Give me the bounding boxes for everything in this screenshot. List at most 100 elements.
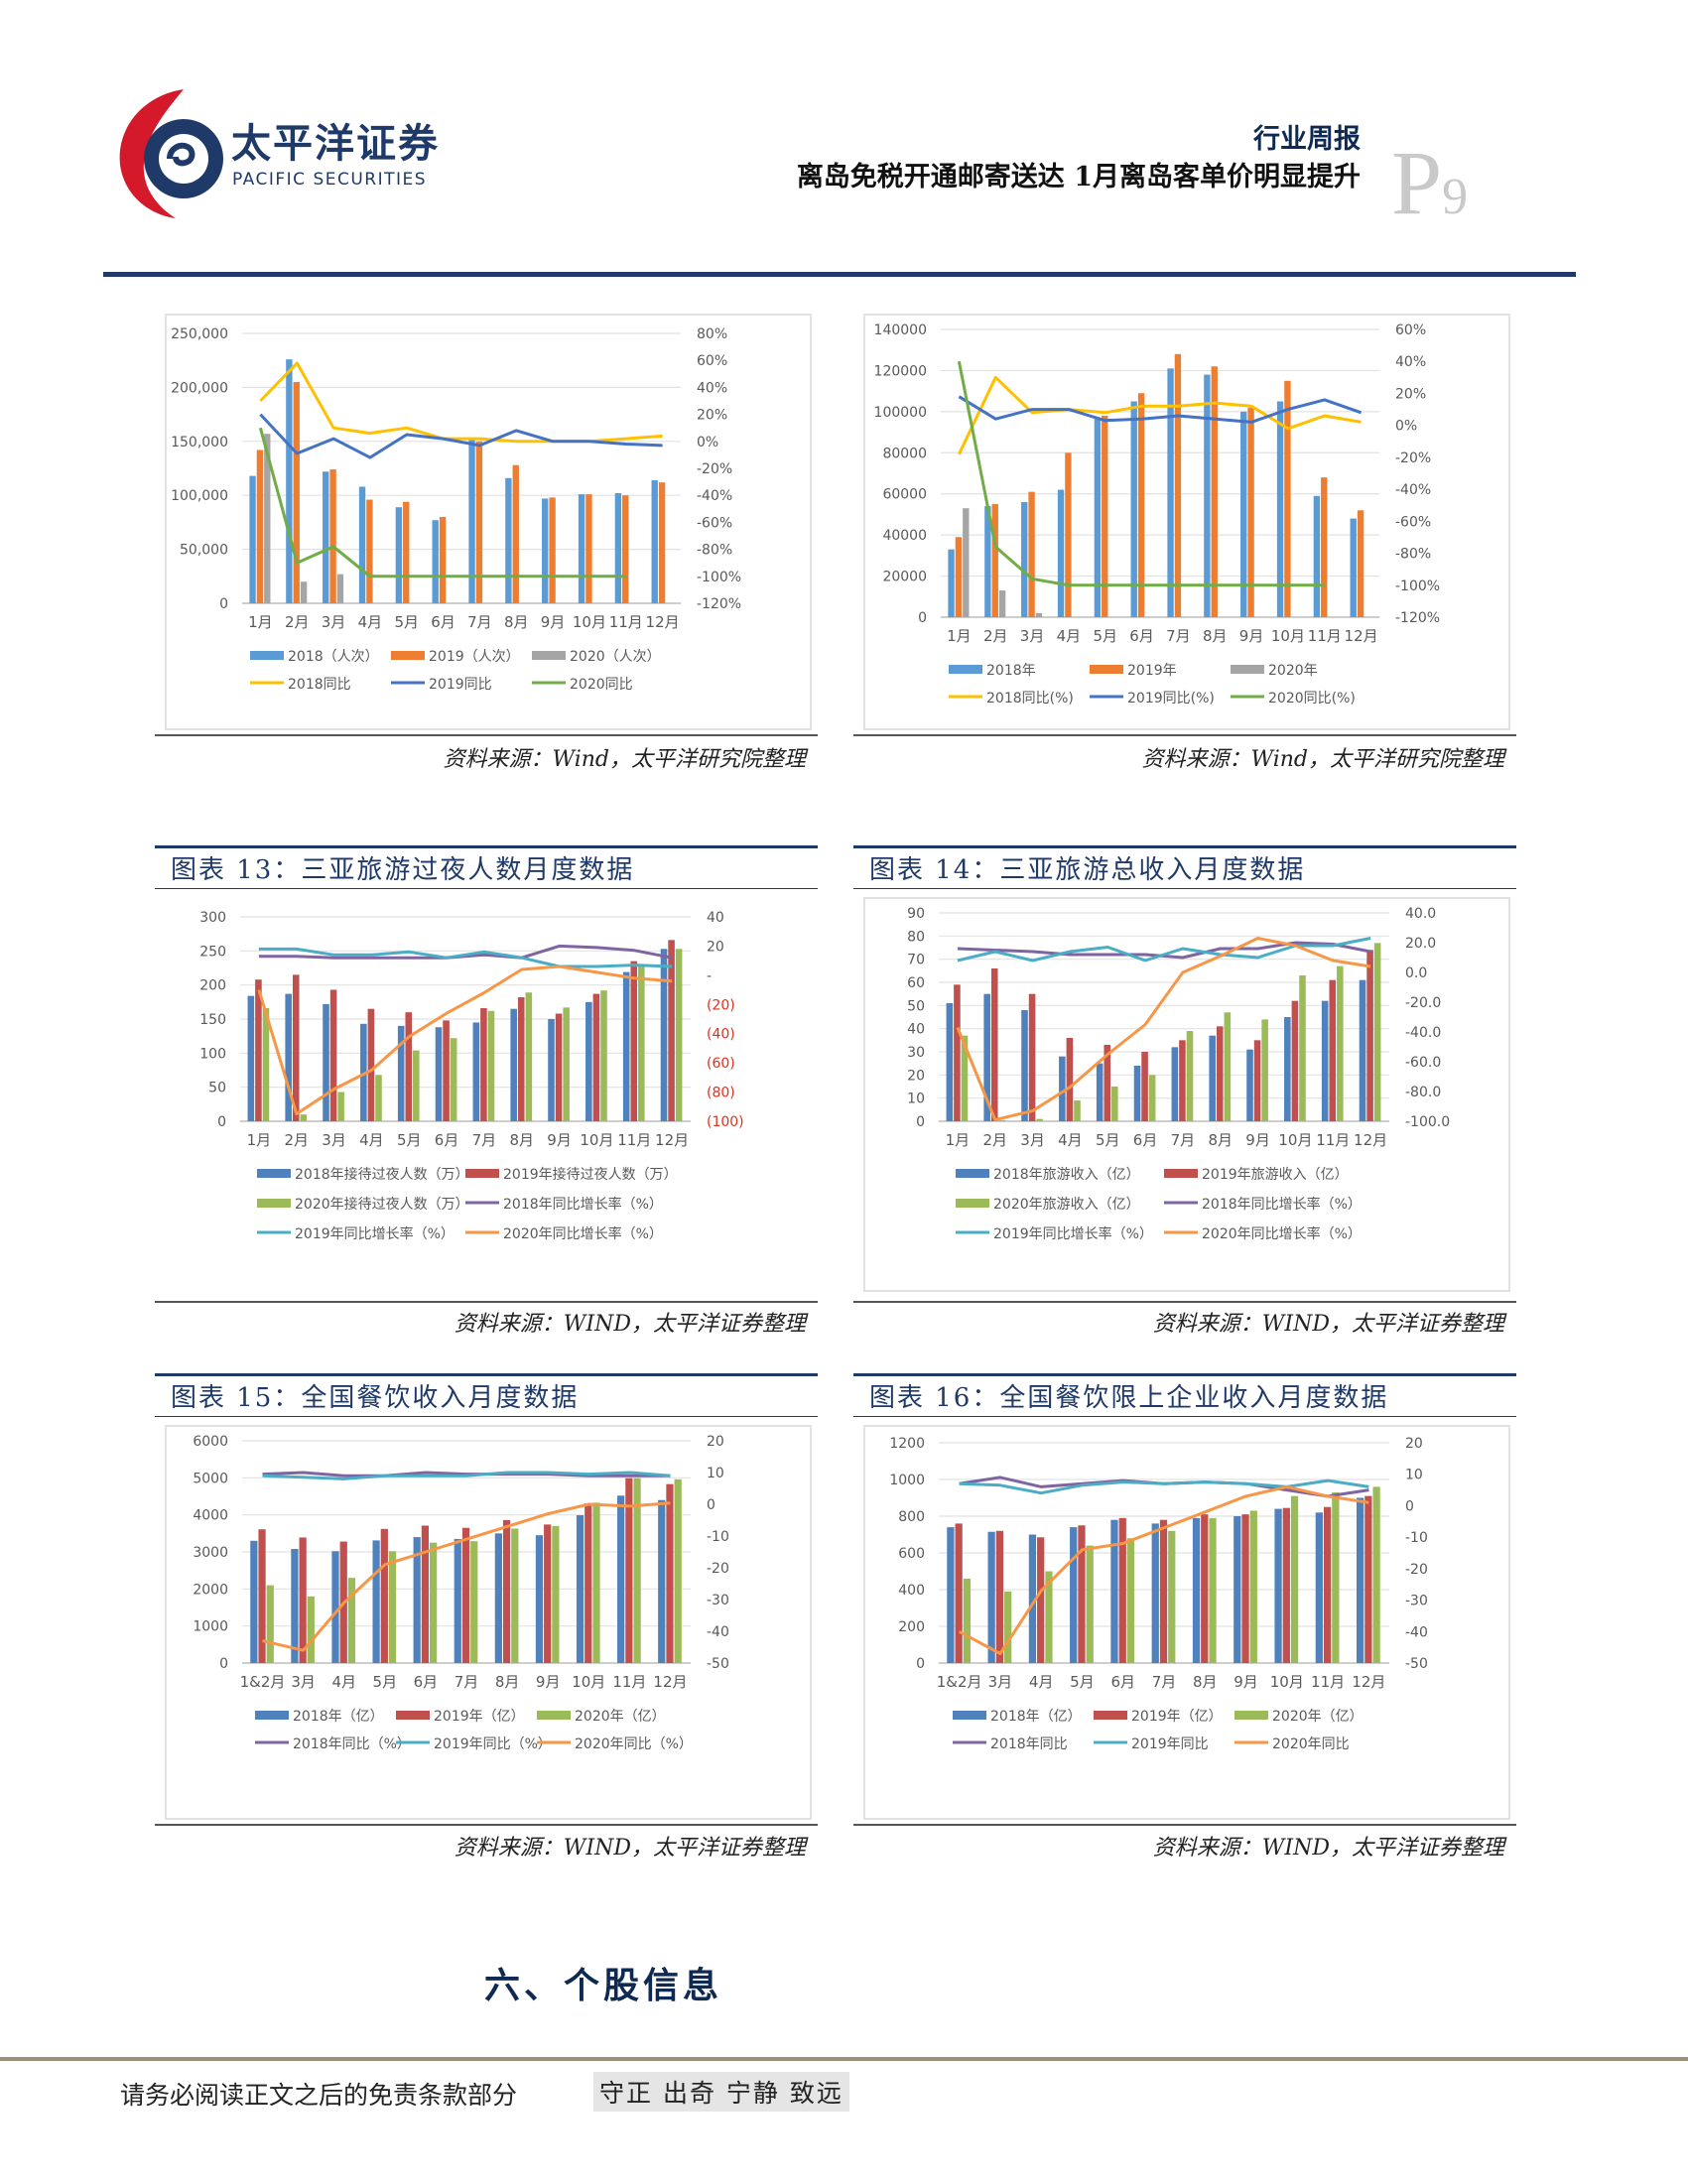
chart-source: 资料来源：WIND，太平洋证券整理 <box>1152 1312 1504 1337</box>
category-label: 11月 <box>1308 627 1342 645</box>
logo-en: PACIFIC SECURITIES <box>232 170 427 190</box>
right-tick-label: (80) <box>707 1086 735 1101</box>
bar-p3-s1-2 <box>329 989 337 1121</box>
right-tick-label: -50 <box>1405 1656 1428 1672</box>
bar-p1-s1-3 <box>366 499 373 603</box>
category-label: 6月 <box>431 613 455 631</box>
line-p5-s0 <box>262 1471 671 1477</box>
left-tick-label: 80000 <box>882 446 927 461</box>
bar-p5-s2-10 <box>674 1478 682 1663</box>
left-tick-label: 30 <box>907 1045 925 1061</box>
left-tick-label: 70 <box>907 953 925 968</box>
bar-p3-s1-9 <box>592 993 600 1121</box>
bar-p5-s0-8 <box>576 1515 584 1663</box>
source-rule <box>155 1824 818 1826</box>
bar-p1-s1-6 <box>475 441 483 603</box>
right-tick-label: -40% <box>697 488 732 504</box>
bar-p3-s0-10 <box>622 971 630 1121</box>
bar-p3-s1-0 <box>255 979 262 1121</box>
category-label: 10月 <box>1270 1673 1304 1691</box>
category-label: 11月 <box>609 613 643 631</box>
line-p6-s1 <box>959 1478 1369 1495</box>
left-tick-label: 50,000 <box>180 543 228 559</box>
bar-p1-s0-9 <box>578 494 585 603</box>
bar-p4-s2-10 <box>1337 965 1344 1121</box>
bar-p4-s0-6 <box>1171 1047 1179 1121</box>
bar-p2-s1-8 <box>1247 407 1254 617</box>
bar-p6-s1-2 <box>1037 1537 1045 1663</box>
chart-1: 0 50,000 100,000 150,000 200,000 250,000 -120%… <box>165 314 812 730</box>
bar-p6-s2-6 <box>1209 1517 1217 1663</box>
bar-p4-s1-9 <box>1291 1000 1299 1121</box>
category-label: 12月 <box>653 1673 687 1691</box>
bar-p6-s0-0 <box>947 1527 955 1663</box>
legend-label: 2019年旅游收入（亿） <box>1202 1167 1349 1183</box>
left-tick-label: 40 <box>907 1022 925 1038</box>
right-tick-label: -80.0 <box>1405 1085 1441 1100</box>
line-p5-s1 <box>262 1471 671 1480</box>
chart-frame <box>165 1425 812 1820</box>
category-label: 2月 <box>285 613 310 631</box>
bar-p5-s2-3 <box>388 1551 397 1663</box>
legend-label: 2019年（亿） <box>434 1709 525 1725</box>
bar-p5-s1-10 <box>666 1483 674 1663</box>
chart-4: 0 10 20 30 40 50 60 70 80 90 -100.0 -80.0 -60.0 -40.0… <box>863 897 1510 1292</box>
bar-p2-s1-2 <box>1028 491 1035 617</box>
chart-frame <box>863 314 1510 730</box>
bar-p6-s2-8 <box>1290 1495 1299 1663</box>
left-tick-label: 0 <box>219 1656 228 1672</box>
legend-label: 2019年（亿） <box>1131 1709 1223 1725</box>
bar-p2-s1-5 <box>1137 393 1145 617</box>
report-category: 行业周报 <box>1253 124 1361 155</box>
bar-p2-s0-10 <box>1313 495 1321 617</box>
legend-label: 2018同比 <box>288 677 351 693</box>
legend-label: 2019年接待过夜人数（万） <box>503 1166 678 1183</box>
bar-p1-s0-6 <box>468 438 475 603</box>
bar-p4-s0-10 <box>1321 1000 1329 1121</box>
chart-panel-2: 0 20000 40000 60000 80000 100000 120000 140000 -… <box>853 298 1516 774</box>
bar-p5-s0-2 <box>331 1551 339 1663</box>
bar-p1-s0-0 <box>249 475 256 603</box>
bar-p4-s1-0 <box>954 984 961 1121</box>
line-p4-s1 <box>957 937 1371 963</box>
left-tick-label: 90 <box>907 906 925 922</box>
category-label: 3月 <box>988 1673 1013 1691</box>
category-label: 1&2月 <box>937 1673 982 1691</box>
left-tick-label: 120000 <box>874 363 927 379</box>
bar-p4-s0-2 <box>1021 1010 1028 1121</box>
bar-p6-s0-3 <box>1070 1527 1078 1663</box>
bar-p5-s1-0 <box>258 1529 266 1663</box>
left-tick-label: 60 <box>907 975 925 991</box>
company-logo: 太平洋证券 PACIFIC SECURITIES <box>114 87 452 221</box>
left-tick-label: 10 <box>907 1092 925 1107</box>
line-p6-s2 <box>958 1484 1369 1655</box>
legend-swatch <box>537 1711 571 1720</box>
category-label: 12月 <box>646 613 680 631</box>
bar-p5-s1-8 <box>584 1503 592 1663</box>
category-label: 5月 <box>1096 1131 1120 1149</box>
bar-p3-s2-11 <box>675 949 683 1121</box>
bar-p3-s2-7 <box>525 992 533 1121</box>
source-rule <box>853 734 1516 736</box>
bar-p5-s1-6 <box>502 1519 511 1663</box>
category-label: 9月 <box>541 613 566 631</box>
bar-p3-s2-6 <box>487 1010 495 1121</box>
right-tick-label: -80% <box>697 543 732 559</box>
bar-p6-s2-0 <box>963 1578 972 1663</box>
bar-p2-s0-11 <box>1350 518 1357 617</box>
bar-p6-s2-2 <box>1045 1571 1053 1663</box>
right-tick-label: -40% <box>1395 482 1431 498</box>
bar-p6-s2-3 <box>1086 1545 1094 1663</box>
bar-p4-s0-7 <box>1209 1035 1216 1121</box>
bar-p6-s1-5 <box>1159 1519 1168 1663</box>
legend-label: 2018年 <box>986 663 1036 679</box>
bar-p4-s2-5 <box>1148 1075 1156 1121</box>
right-tick-label: (60) <box>707 1056 735 1072</box>
right-tick-label: 0% <box>1395 419 1417 435</box>
bar-p1-s0-7 <box>505 477 512 603</box>
left-tick-label: 200,000 <box>171 380 228 396</box>
bar-p1-s1-5 <box>439 516 447 603</box>
legend-swatch <box>391 651 425 660</box>
bar-p2-s2-2 <box>1035 612 1043 617</box>
bar-p5-s2-5 <box>470 1541 478 1663</box>
